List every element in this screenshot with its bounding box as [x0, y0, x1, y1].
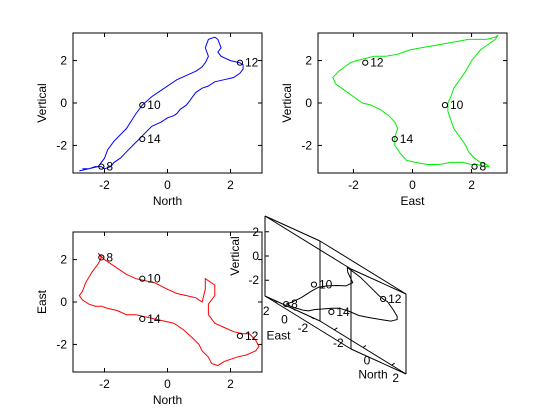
- chart1-x-axis-label: North: [153, 194, 182, 208]
- chart2-y-tick-label: -2: [301, 138, 312, 152]
- chart1-x-tick-label: 2: [227, 178, 234, 192]
- chart1-y-tick-label: 0: [60, 96, 67, 110]
- chart3-y-axis-label: East: [35, 289, 49, 314]
- chart4-z-tick-label: 0: [252, 249, 259, 263]
- chart1-annotation-label: 14: [147, 132, 161, 146]
- chart1-annotation-label: 8: [106, 160, 113, 174]
- chart4-y-tick-label: -2: [297, 321, 308, 335]
- chart4-z-tick-label: -2: [248, 273, 259, 287]
- chart1-annotation-label: 10: [147, 98, 161, 112]
- chart4-marker: [329, 309, 334, 314]
- chart4-annotation-label: 12: [388, 292, 402, 306]
- chart4-annotation-label: 10: [319, 278, 333, 292]
- chart1-x-tick-label: -2: [99, 178, 110, 192]
- chart3-x-tick-label: -2: [99, 377, 110, 391]
- chart4-z-axis-label: Vertical: [228, 236, 242, 275]
- chart4-y-axis-label: East: [266, 329, 291, 343]
- chart4-box-edge: [265, 216, 351, 269]
- chart4-x-tick-label: 2: [392, 371, 399, 385]
- chart1-x-tick-label: 0: [164, 178, 171, 192]
- chart3-annotation-label: 12: [245, 329, 259, 343]
- chart4-box-edge: [265, 216, 320, 241]
- chart4-y-tick-label: 2: [263, 304, 270, 318]
- chart3-annotation-label: 10: [147, 272, 161, 286]
- chart3-x-tick-label: 2: [227, 377, 234, 391]
- chart4-x-tick: [363, 346, 366, 348]
- chart2-y-tick-label: 0: [305, 96, 312, 110]
- chart2-x-axis-label: East: [400, 194, 425, 208]
- chart2-x-tick-label: -2: [348, 178, 359, 192]
- chart4-annotation-label: 14: [336, 305, 350, 319]
- chart3-x-tick-label: 0: [164, 377, 171, 391]
- chart3-y-tick-label: -2: [56, 337, 67, 351]
- chart4-y-tick-label: 0: [281, 313, 288, 327]
- chart2-annotation-label: 10: [450, 98, 464, 112]
- chart1-y-tick-label: -2: [56, 138, 67, 152]
- chart4-x-tick-label: 0: [364, 354, 371, 368]
- chart1-axes-box: [73, 33, 262, 173]
- chart4-box-edge: [351, 269, 406, 294]
- chart2-annotation-label: 12: [370, 56, 384, 70]
- chart4-marker: [311, 282, 316, 287]
- chart1-y-tick-label: 2: [60, 54, 67, 68]
- chart3-annotation-label: 14: [147, 312, 161, 326]
- chart4-x-tick: [392, 363, 395, 365]
- chart2-axes-box: [318, 33, 507, 173]
- chart3-x-axis-label: North: [153, 393, 182, 407]
- chart2-y-tick-label: 2: [305, 54, 312, 68]
- chart3-y-tick-label: 0: [60, 295, 67, 309]
- chart4-x-tick-label: -2: [333, 336, 344, 350]
- chart4-x-axis-label: North: [358, 368, 387, 382]
- chart2-x-tick-label: 2: [468, 178, 475, 192]
- chart4-x-tick: [334, 328, 337, 330]
- chart2-annotation-label: 8: [480, 160, 487, 174]
- chart1-y-axis-label: Vertical: [35, 83, 49, 122]
- chart3-annotation-label: 8: [106, 250, 113, 264]
- chart4-annotation-label: 8: [291, 297, 298, 311]
- chart3-y-tick-label: 2: [60, 253, 67, 267]
- chart1-annotation-label: 12: [245, 56, 259, 70]
- chart4-z-tick-label: 2: [252, 225, 259, 239]
- chart2-x-tick-label: 0: [409, 178, 416, 192]
- chart2-y-axis-label: Vertical: [280, 83, 294, 122]
- chart2-annotation-label: 14: [400, 132, 414, 146]
